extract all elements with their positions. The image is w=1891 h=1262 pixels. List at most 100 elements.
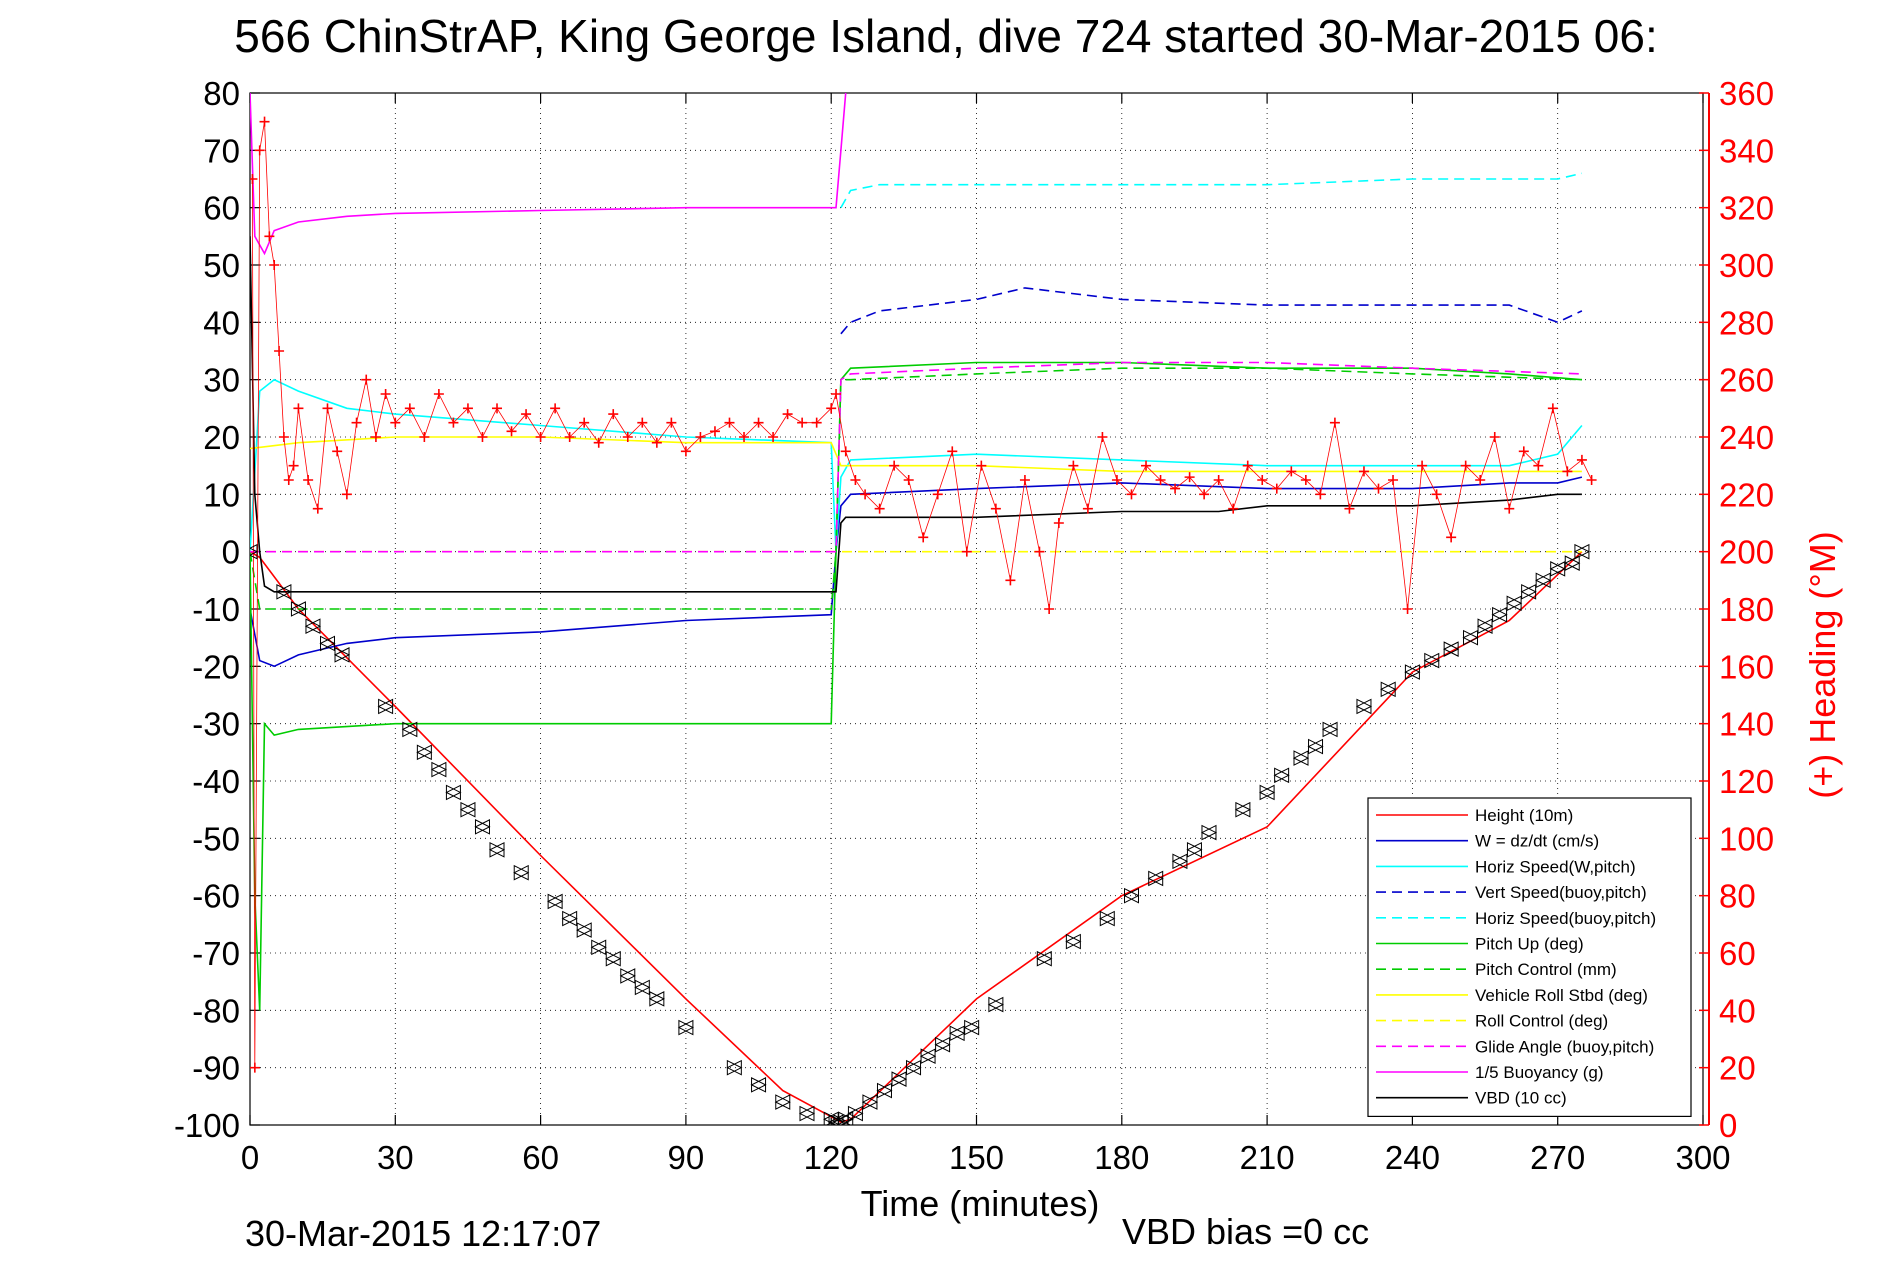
series-group — [250, 93, 1597, 1125]
depth-marker-44 — [1099, 910, 1116, 927]
heading-point-88 — [1344, 503, 1355, 514]
series-line-horiz-speed-buoy-pitch — [840, 172, 1583, 209]
heading-point-45 — [753, 417, 764, 428]
y-tick-label-4: 40 — [203, 304, 240, 341]
depth-marker-22 — [648, 991, 665, 1007]
heading-point-50 — [826, 403, 837, 414]
heading-point-52 — [840, 446, 851, 457]
legend-label-w-dz-dt-cm-s: W = dz/dt (cm/s) — [1475, 832, 1599, 851]
depth-marker-66 — [1535, 572, 1552, 589]
x-axis-label: Time (minutes) — [861, 1183, 1100, 1224]
heading-point-81 — [1242, 460, 1253, 471]
y2-tick-label-2: 320 — [1719, 190, 1774, 227]
heading-point-105 — [1586, 475, 1597, 485]
series-line-glide-angle-buoy-pitch — [250, 361, 1582, 553]
heading-point-51 — [831, 389, 842, 399]
y-tick-label-5: 30 — [203, 362, 240, 399]
right-y-axis-label: (+) Heading (°M) — [1802, 531, 1843, 798]
heading-point-85 — [1300, 475, 1311, 485]
depth-marker-5 — [333, 647, 351, 663]
depth-marker-52 — [1273, 767, 1290, 784]
y-tick-label-18: -100 — [174, 1107, 240, 1144]
depth-marker-10 — [445, 784, 462, 801]
heading-point-69 — [1068, 460, 1079, 471]
y2-tick-label-18: 0 — [1719, 1107, 1737, 1144]
heading-point-94 — [1431, 489, 1442, 500]
y-tick-label-8: 0 — [222, 534, 240, 571]
heading-point-73 — [1126, 489, 1137, 500]
depth-marker-12 — [474, 819, 491, 835]
heading-point-38 — [651, 437, 662, 448]
legend-label-pitch-up-deg: Pitch Up (deg) — [1475, 935, 1584, 954]
depth-marker-25 — [750, 1077, 767, 1093]
depth-marker-50 — [1234, 801, 1251, 818]
heading-point-89 — [1358, 466, 1369, 477]
depth-marker-9 — [430, 761, 448, 778]
y2-tick-label-4: 280 — [1719, 304, 1774, 341]
depth-marker-58 — [1404, 664, 1421, 680]
heading-point-57 — [903, 475, 914, 485]
depth-marker-38 — [934, 1036, 951, 1053]
depth-marker-43 — [1065, 933, 1082, 950]
y2-tick-label-11: 140 — [1719, 706, 1774, 743]
depth-marker-6 — [377, 698, 394, 715]
heading-point-36 — [622, 432, 633, 442]
heading-point-23 — [433, 389, 444, 399]
y2-tick-label-12: 120 — [1719, 763, 1774, 800]
y-tick-label-2: 60 — [203, 190, 240, 227]
y2-tick-label-17: 20 — [1719, 1050, 1756, 1087]
heading-point-78 — [1199, 489, 1210, 500]
heading-point-48 — [797, 417, 808, 428]
depth-marker-8 — [416, 744, 433, 761]
heading-point-8 — [283, 475, 294, 485]
legend-label-glide-angle-buoy-pitch: Glide Angle (buoy,pitch) — [1475, 1037, 1654, 1056]
heading-point-93 — [1417, 460, 1428, 471]
heading-point-26 — [477, 432, 488, 442]
y-tick-label-0: 80 — [203, 75, 240, 112]
heading-point-10 — [293, 403, 304, 414]
y-tick-label-9: -10 — [192, 591, 240, 628]
heading-point-71 — [1097, 432, 1108, 442]
x-tick-label-5: 150 — [949, 1139, 1004, 1176]
heading-point-2 — [254, 145, 265, 156]
heading-point-79 — [1213, 475, 1224, 485]
heading-point-95 — [1446, 532, 1457, 543]
y-tick-label-3: 50 — [203, 247, 240, 284]
x-tick-label-0: 0 — [241, 1139, 259, 1176]
depth-marker-26 — [774, 1094, 791, 1110]
heading-point-9 — [288, 460, 299, 471]
legend-label-vehicle-roll-stbd-deg: Vehicle Roll Stbd (deg) — [1475, 986, 1648, 1005]
depth-marker-57 — [1380, 681, 1397, 698]
heading-point-60 — [947, 446, 958, 457]
heading-point-62 — [976, 460, 987, 471]
y2-tick-label-5: 260 — [1719, 362, 1774, 399]
heading-point-37 — [637, 417, 648, 428]
heading-point-63 — [990, 503, 1001, 514]
depth-marker-65 — [1520, 583, 1537, 600]
heading-point-3 — [259, 116, 270, 127]
depth-marker-40 — [963, 1019, 980, 1036]
y2-tick-label-16: 40 — [1719, 992, 1756, 1029]
depth-marker-2 — [290, 601, 307, 617]
heading-point-24 — [448, 417, 459, 428]
depth-marker-62 — [1476, 618, 1494, 635]
heading-point-35 — [608, 409, 619, 420]
heading-point-13 — [322, 403, 333, 414]
depth-marker-37 — [919, 1048, 937, 1065]
depth-marker-17 — [576, 922, 593, 938]
legend-label-height-10m: Height (10m) — [1475, 806, 1573, 825]
depth-marker-20 — [619, 968, 636, 984]
depth-marker-60 — [1443, 641, 1460, 657]
heading-point-55 — [874, 503, 885, 514]
depth-marker-55 — [1321, 721, 1339, 738]
legend-label-vert-speed-buoy-pitch: Vert Speed(buoy,pitch) — [1475, 883, 1647, 902]
depth-marker-41 — [987, 996, 1004, 1013]
depth-marker-18 — [590, 939, 607, 956]
heading-point-30 — [535, 432, 546, 442]
depth-marker-51 — [1258, 784, 1276, 801]
depth-marker-15 — [547, 893, 564, 910]
depth-marker-63 — [1491, 606, 1508, 623]
heading-point-7 — [278, 432, 289, 442]
heading-point-104 — [1576, 454, 1587, 465]
heading-point-32 — [564, 432, 575, 442]
